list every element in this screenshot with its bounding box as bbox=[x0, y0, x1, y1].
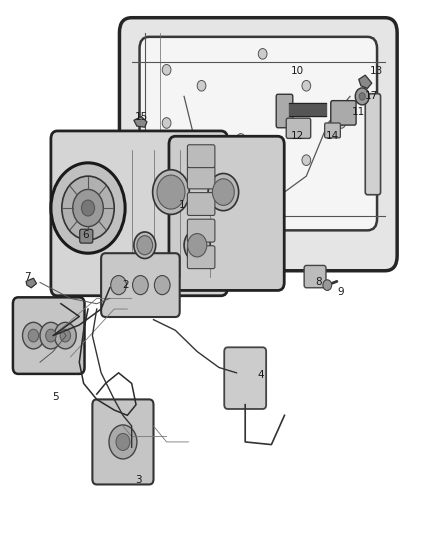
Circle shape bbox=[22, 322, 44, 349]
FancyBboxPatch shape bbox=[169, 136, 284, 290]
Text: 15: 15 bbox=[134, 111, 148, 122]
FancyBboxPatch shape bbox=[187, 219, 215, 242]
Circle shape bbox=[187, 233, 207, 257]
Text: 2: 2 bbox=[122, 280, 128, 290]
FancyBboxPatch shape bbox=[331, 101, 356, 125]
Text: 5: 5 bbox=[52, 392, 59, 402]
Polygon shape bbox=[359, 75, 372, 88]
Circle shape bbox=[46, 329, 56, 342]
Polygon shape bbox=[149, 171, 210, 235]
Circle shape bbox=[40, 322, 62, 349]
FancyBboxPatch shape bbox=[13, 297, 85, 374]
Text: 14: 14 bbox=[326, 131, 339, 141]
Circle shape bbox=[73, 189, 103, 227]
Polygon shape bbox=[134, 117, 147, 127]
FancyBboxPatch shape bbox=[101, 253, 180, 317]
Circle shape bbox=[162, 118, 171, 128]
FancyBboxPatch shape bbox=[276, 94, 293, 128]
FancyBboxPatch shape bbox=[120, 18, 397, 271]
FancyBboxPatch shape bbox=[224, 348, 266, 409]
Text: 17: 17 bbox=[364, 91, 378, 101]
Circle shape bbox=[54, 322, 76, 349]
Circle shape bbox=[302, 155, 311, 165]
FancyBboxPatch shape bbox=[325, 123, 340, 138]
Circle shape bbox=[302, 80, 311, 91]
Circle shape bbox=[134, 232, 155, 259]
Text: 3: 3 bbox=[135, 475, 141, 485]
Text: 8: 8 bbox=[315, 278, 322, 287]
FancyBboxPatch shape bbox=[187, 166, 215, 189]
FancyBboxPatch shape bbox=[51, 131, 227, 296]
FancyBboxPatch shape bbox=[286, 118, 311, 139]
Circle shape bbox=[359, 93, 365, 100]
Circle shape bbox=[197, 181, 206, 192]
Circle shape bbox=[116, 433, 130, 450]
FancyBboxPatch shape bbox=[80, 229, 93, 243]
Circle shape bbox=[109, 425, 137, 459]
Circle shape bbox=[355, 88, 369, 105]
FancyBboxPatch shape bbox=[92, 399, 153, 484]
Polygon shape bbox=[26, 278, 36, 288]
Circle shape bbox=[81, 200, 95, 216]
Circle shape bbox=[184, 229, 210, 261]
Circle shape bbox=[237, 134, 245, 144]
Circle shape bbox=[111, 276, 127, 295]
Circle shape bbox=[258, 49, 267, 59]
Text: 9: 9 bbox=[337, 287, 344, 297]
Text: 12: 12 bbox=[291, 131, 304, 141]
Circle shape bbox=[152, 169, 189, 214]
Circle shape bbox=[157, 175, 185, 209]
Circle shape bbox=[51, 163, 125, 253]
FancyBboxPatch shape bbox=[187, 145, 215, 167]
FancyBboxPatch shape bbox=[187, 192, 215, 215]
FancyBboxPatch shape bbox=[187, 246, 215, 269]
Text: 4: 4 bbox=[257, 370, 264, 381]
Circle shape bbox=[162, 171, 171, 181]
Circle shape bbox=[258, 197, 267, 208]
Text: 1: 1 bbox=[179, 200, 185, 211]
Circle shape bbox=[197, 80, 206, 91]
Circle shape bbox=[133, 276, 148, 295]
Text: 11: 11 bbox=[352, 107, 365, 117]
Circle shape bbox=[212, 179, 234, 205]
Text: 10: 10 bbox=[291, 66, 304, 76]
Circle shape bbox=[62, 176, 114, 240]
Text: 13: 13 bbox=[370, 66, 383, 76]
Circle shape bbox=[137, 236, 152, 255]
Text: 7: 7 bbox=[25, 272, 31, 282]
Text: 6: 6 bbox=[82, 230, 89, 240]
Circle shape bbox=[28, 329, 39, 342]
Circle shape bbox=[337, 118, 346, 128]
Circle shape bbox=[154, 276, 170, 295]
Circle shape bbox=[60, 329, 71, 342]
Circle shape bbox=[208, 173, 239, 211]
Circle shape bbox=[323, 280, 332, 290]
Circle shape bbox=[162, 64, 171, 75]
FancyBboxPatch shape bbox=[365, 94, 381, 195]
FancyBboxPatch shape bbox=[140, 37, 377, 230]
FancyBboxPatch shape bbox=[304, 265, 326, 288]
